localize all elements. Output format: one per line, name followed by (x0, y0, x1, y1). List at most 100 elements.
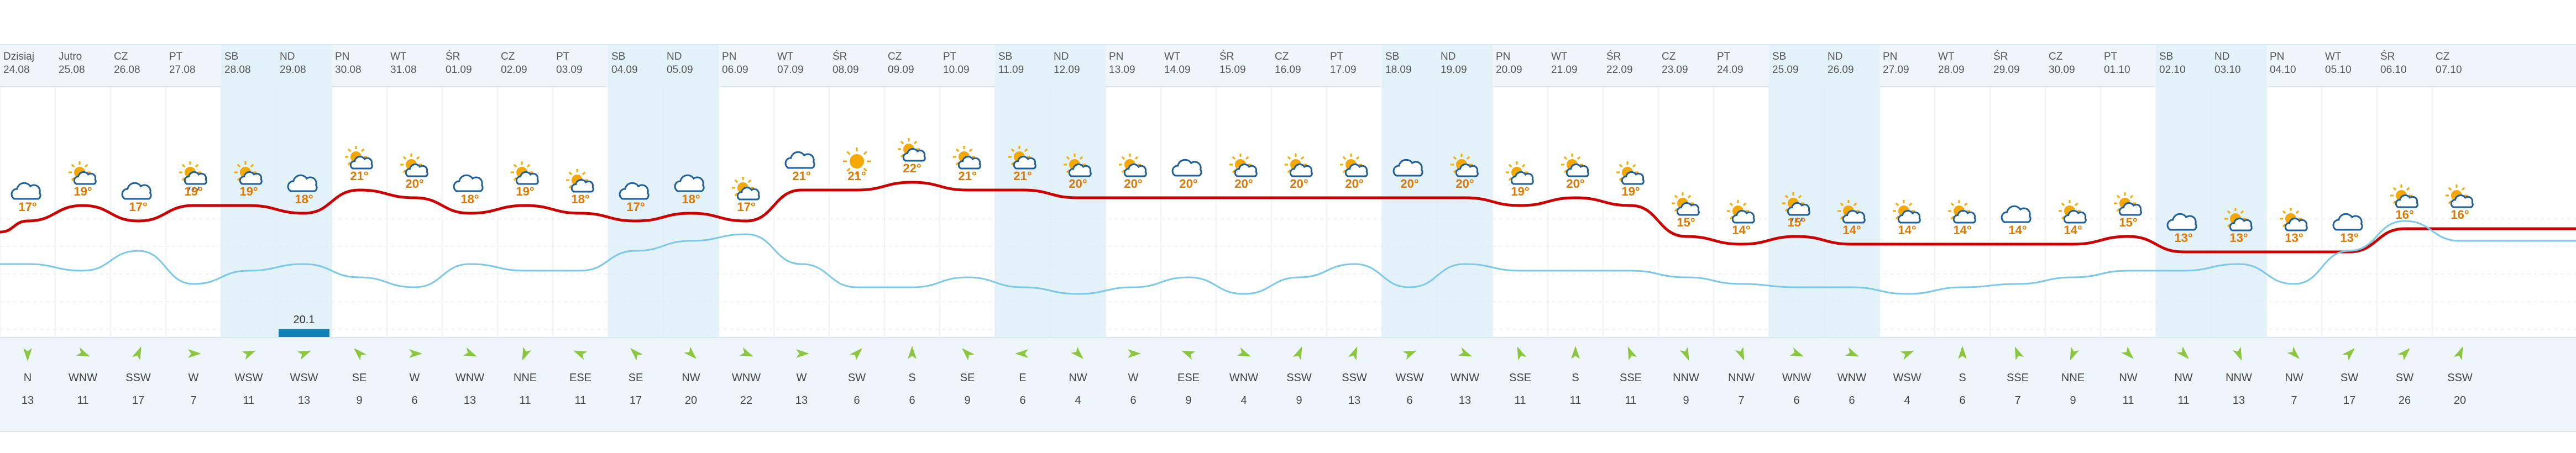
wind-direction: S (1959, 372, 1966, 384)
day-header[interactable]: WT 07.09 (774, 45, 829, 86)
day-header[interactable]: WT 14.09 (1161, 45, 1216, 86)
day-header[interactable]: SB 28.08 (221, 45, 276, 86)
wind-arrow-icon (1627, 346, 1637, 361)
day-header[interactable]: ŚR 08.09 (829, 45, 884, 86)
wind-arrow-icon (1679, 346, 1689, 361)
day-header[interactable]: PN 27.09 (1879, 45, 1935, 86)
day-date: 12.09 (1054, 64, 1080, 76)
cloud-icon (11, 182, 41, 200)
sun-cloud-icon (1616, 161, 1645, 185)
wind-arrow-icon (1292, 346, 1302, 361)
day-header[interactable]: ND 12.09 (1050, 45, 1106, 86)
wind-direction: ESE (1177, 372, 1200, 384)
day-header[interactable]: ND 05.09 (663, 45, 719, 86)
wind-speed: 20 (684, 394, 698, 407)
day-header[interactable]: Dzisiaj 24.08 (0, 45, 55, 86)
day-header[interactable]: PT 24.09 (1714, 45, 1769, 86)
wind-direction: WSW (234, 372, 263, 384)
day-header[interactable]: WT 21.09 (1548, 45, 1603, 86)
wind-speed: 13 (1458, 394, 1472, 407)
wind-arrow-icon (684, 346, 697, 359)
wind-direction: NW (2285, 372, 2303, 384)
day-header[interactable]: CZ 02.09 (498, 45, 553, 86)
wind-direction: W (1128, 372, 1139, 384)
day-header[interactable]: WT 31.08 (387, 45, 442, 86)
day-header[interactable]: ŚR 06.10 (2377, 45, 2432, 86)
day-header[interactable]: ND 26.09 (1824, 45, 1879, 86)
day-header[interactable]: ŚR 22.09 (1603, 45, 1658, 86)
day-header[interactable]: SB 11.09 (995, 45, 1050, 86)
wind-direction: SW (2395, 372, 2414, 384)
wind-cell: NNW 7 (1714, 338, 1769, 431)
day-name: PT (1717, 51, 1731, 62)
day-date: 30.09 (2049, 64, 2075, 76)
wind-direction: NNW (1673, 372, 1699, 384)
day-name: ŚR (833, 51, 847, 62)
day-header[interactable]: PN 30.08 (332, 45, 387, 86)
wind-cell: NNE 9 (2045, 338, 2101, 431)
wind-arrow-icon (1128, 349, 1141, 358)
day-date: 23.09 (1662, 64, 1688, 76)
day-date: 06.10 (2380, 64, 2407, 76)
day-header[interactable]: CZ 30.09 (2045, 45, 2101, 86)
temperature-label: 16° (2395, 208, 2414, 222)
day-header[interactable]: PN 06.09 (719, 45, 774, 86)
day-header[interactable]: PT 17.09 (1327, 45, 1382, 86)
day-header[interactable]: ŚR 29.09 (1990, 45, 2045, 86)
day-name: PT (556, 51, 570, 62)
day-header[interactable]: CZ 07.10 (2432, 45, 2488, 86)
day-name: SB (1772, 51, 1787, 62)
day-header[interactable]: CZ 26.08 (111, 45, 166, 86)
wind-direction: WSW (1893, 372, 1921, 384)
day-header[interactable]: SB 04.09 (608, 45, 663, 86)
wind-arrow-icon (354, 348, 366, 361)
wind-cell: WNW 13 (442, 338, 498, 431)
day-header[interactable]: ŚR 15.09 (1216, 45, 1271, 86)
wind-direction: SW (2340, 372, 2359, 384)
wind-arrow-icon (2232, 346, 2242, 361)
day-header[interactable]: PT 03.09 (553, 45, 608, 86)
wind-cell: SW 6 (829, 338, 884, 431)
temperature-label: 13° (2340, 231, 2359, 245)
day-header[interactable]: WT 28.09 (1935, 45, 1990, 86)
day-header[interactable]: PT 01.10 (2101, 45, 2156, 86)
day-date: 26.08 (114, 64, 140, 76)
day-header[interactable]: PT 10.09 (940, 45, 995, 86)
wind-direction: WNW (1837, 372, 1867, 384)
day-header[interactable]: Jutro 25.08 (55, 45, 111, 86)
day-header[interactable]: WT 05.10 (2322, 45, 2377, 86)
day-header[interactable]: ŚR 01.09 (442, 45, 498, 86)
day-header[interactable]: ND 03.10 (2211, 45, 2266, 86)
wind-speed: 20 (2453, 394, 2467, 407)
day-header[interactable]: PN 20.09 (1493, 45, 1548, 86)
day-header[interactable]: CZ 16.09 (1271, 45, 1327, 86)
temperature-label: 21° (847, 169, 866, 183)
sun-cloud-icon (2059, 200, 2087, 224)
day-date: 03.09 (556, 64, 583, 76)
day-header[interactable]: PN 04.10 (2266, 45, 2322, 86)
day-name: PN (722, 51, 737, 62)
day-name: WT (390, 51, 407, 62)
day-header[interactable]: ND 19.09 (1437, 45, 1493, 86)
day-header[interactable]: SB 25.09 (1769, 45, 1824, 86)
day-header[interactable]: PT 27.08 (166, 45, 221, 86)
day-header[interactable]: CZ 09.09 (884, 45, 940, 86)
day-header[interactable]: SB 18.09 (1382, 45, 1437, 86)
day-header[interactable]: CZ 23.09 (1658, 45, 1714, 86)
day-header[interactable]: ND 29.08 (276, 45, 332, 86)
wind-arrow-icon (2121, 346, 2134, 359)
weekend-bg (1824, 86, 1879, 379)
day-date: 08.09 (833, 64, 859, 76)
day-date: 24.09 (1717, 64, 1743, 76)
wind-arrow-icon (188, 349, 201, 358)
wind-cell: WNW 4 (1216, 338, 1271, 431)
wind-cell: SE 9 (332, 338, 387, 431)
wind-speed: 22 (740, 394, 753, 407)
wind-speed: 6 (411, 394, 418, 407)
sun-cloud-icon (1561, 154, 1589, 177)
day-header[interactable]: PN 13.09 (1106, 45, 1161, 86)
wind-direction: WNW (68, 372, 98, 384)
day-header[interactable]: SB 02.10 (2156, 45, 2211, 86)
day-date: 28.09 (1938, 64, 1965, 76)
wind-cell: WSW 11 (221, 338, 276, 431)
